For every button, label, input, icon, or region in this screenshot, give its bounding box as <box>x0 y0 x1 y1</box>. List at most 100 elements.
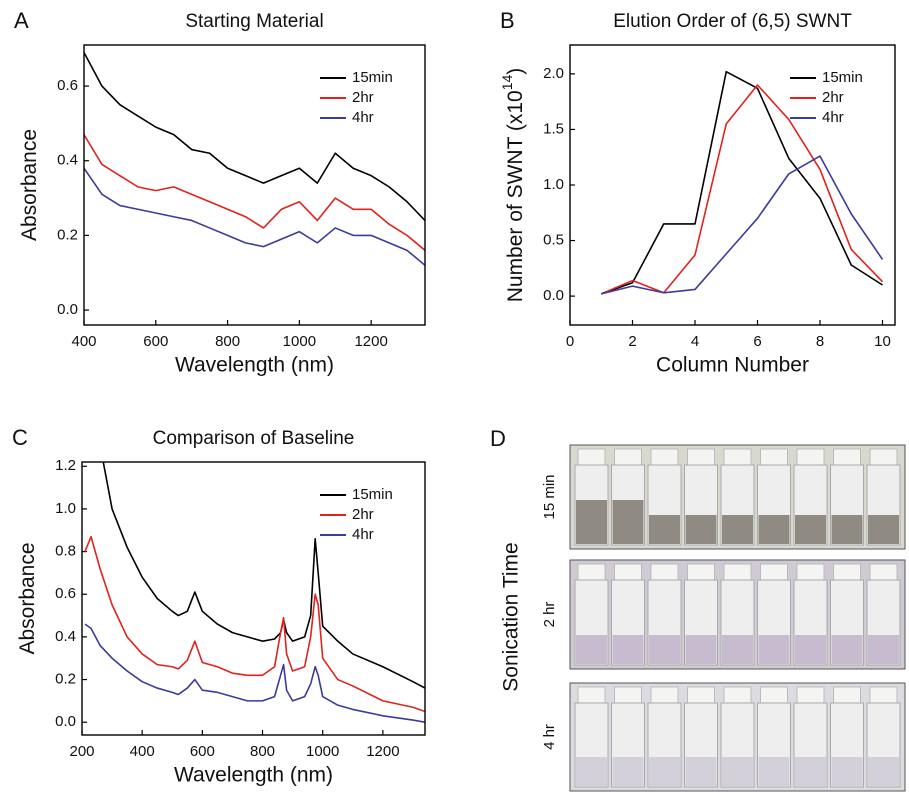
panel-label: C <box>12 425 28 450</box>
y-tick-label: 0.5 <box>543 232 564 249</box>
vial-liquid <box>722 635 753 664</box>
x-axis-label: Wavelength (nm) <box>175 354 334 377</box>
photo-row-label: 15 min <box>541 474 558 519</box>
vial-liquid <box>685 757 717 786</box>
chart: B Elution Order of (6,5) SWNT Column Numbe… <box>499 8 896 377</box>
y-axis-label-end: ) <box>504 68 527 75</box>
data-line <box>84 52 425 222</box>
vial-liquid <box>685 515 717 544</box>
x-tick-label: 4 <box>691 333 699 350</box>
vial-cap <box>650 563 679 581</box>
y-tick-label: 0.4 <box>57 152 78 169</box>
vial-liquid <box>795 515 826 544</box>
y-axis-label: Absorbance <box>18 129 41 241</box>
chart-title: Comparison of Baseline <box>153 428 355 449</box>
panel-label: A <box>14 8 29 33</box>
vial-liquid <box>758 635 790 664</box>
y-tick-label: 0.4 <box>55 628 76 645</box>
legend-label: 15min <box>822 69 863 86</box>
vial-liquid <box>722 757 753 786</box>
vial-cap <box>723 686 752 704</box>
legend-label: 2hr <box>352 89 374 106</box>
x-tick-label: 200 <box>69 743 94 760</box>
y-tick-label: 1.0 <box>543 176 564 193</box>
vial-liquid <box>868 757 899 786</box>
vial-cap <box>796 686 825 704</box>
y-tick-label: 1.0 <box>55 500 76 517</box>
legend-label: 4hr <box>822 109 844 126</box>
vial-liquid <box>795 635 826 664</box>
data-line <box>84 623 425 723</box>
y-tick-label: 0.0 <box>55 713 76 730</box>
x-axis-label: Wavelength (nm) <box>174 764 333 787</box>
vial-liquid <box>868 515 899 544</box>
vial-liquid <box>795 757 826 786</box>
photo-y-label: Sonication Time <box>500 542 523 691</box>
x-tick-label: 1000 <box>306 743 339 760</box>
legend-label: 15min <box>352 69 393 86</box>
legend-label: 2hr <box>352 506 374 523</box>
y-tick-label: 0.8 <box>55 543 76 560</box>
y-tick-label: 1.2 <box>55 457 76 474</box>
photo-row-label: 2 hr <box>541 602 558 628</box>
vial-liquid <box>722 515 753 544</box>
vial-cap <box>869 686 898 704</box>
y-axis-label-superscript: 14 <box>499 75 515 91</box>
vial-cap <box>614 686 642 704</box>
vial-liquid <box>612 635 644 664</box>
data-line <box>84 134 425 251</box>
y-tick-label: 0.6 <box>55 585 76 602</box>
x-tick-label: 6 <box>753 333 761 350</box>
x-tick-label: 8 <box>816 333 824 350</box>
x-axis-label: Column Number <box>656 354 809 377</box>
vial-cap <box>687 686 715 704</box>
vial-cap <box>687 448 715 466</box>
x-tick-label: 1000 <box>283 333 316 350</box>
photo-row-label: 4 hr <box>541 724 558 750</box>
vial-cap <box>650 686 679 704</box>
vial-liquid <box>831 515 863 544</box>
x-tick-label: 800 <box>215 333 240 350</box>
vial-cap <box>833 686 861 704</box>
data-line <box>102 462 425 689</box>
y-tick-label: 0.0 <box>543 287 564 304</box>
vial-liquid <box>649 635 680 664</box>
vial-cap <box>614 448 642 466</box>
chart-title: Elution Order of (6,5) SWNT <box>613 11 852 32</box>
y-tick-label: 2.0 <box>543 65 564 82</box>
x-tick-label: 600 <box>190 743 215 760</box>
vial-liquid <box>649 515 680 544</box>
y-tick-label: 0.6 <box>57 77 78 94</box>
y-axis-label-text: Absorbance <box>16 542 39 654</box>
x-tick-label: 10 <box>874 333 891 350</box>
y-axis-label-text: Number of SWNT (x10 <box>504 90 527 302</box>
photo-panel: 15 min 2 hr 4 hr <box>541 444 906 792</box>
x-tick-label: 1200 <box>366 743 399 760</box>
y-axis-label-text: Absorbance <box>18 129 41 241</box>
x-tick-label: 0 <box>566 333 574 350</box>
vial-cap <box>577 563 606 581</box>
y-tick-label: 0.0 <box>57 301 78 318</box>
vial-liquid <box>649 757 680 786</box>
y-tick-label: 0.2 <box>55 671 76 688</box>
vial-cap <box>723 563 752 581</box>
panel-label: D <box>490 426 506 451</box>
legend-label: 15min <box>352 486 393 503</box>
vial-cap <box>760 448 788 466</box>
vial-cap <box>869 563 898 581</box>
data-line <box>84 167 425 266</box>
vial-cap <box>833 448 861 466</box>
legend-label: 2hr <box>822 89 844 106</box>
vial-liquid <box>612 500 644 544</box>
data-line <box>601 155 884 295</box>
vial-liquid <box>685 635 717 664</box>
vial-liquid <box>576 500 607 544</box>
plot-frame <box>81 461 426 736</box>
vial-liquid <box>758 515 790 544</box>
vial-cap <box>869 448 898 466</box>
legend-label: 4hr <box>352 109 374 126</box>
vial-cap <box>577 686 606 704</box>
y-tick-label: 0.2 <box>57 226 78 243</box>
vial-cap <box>687 563 715 581</box>
